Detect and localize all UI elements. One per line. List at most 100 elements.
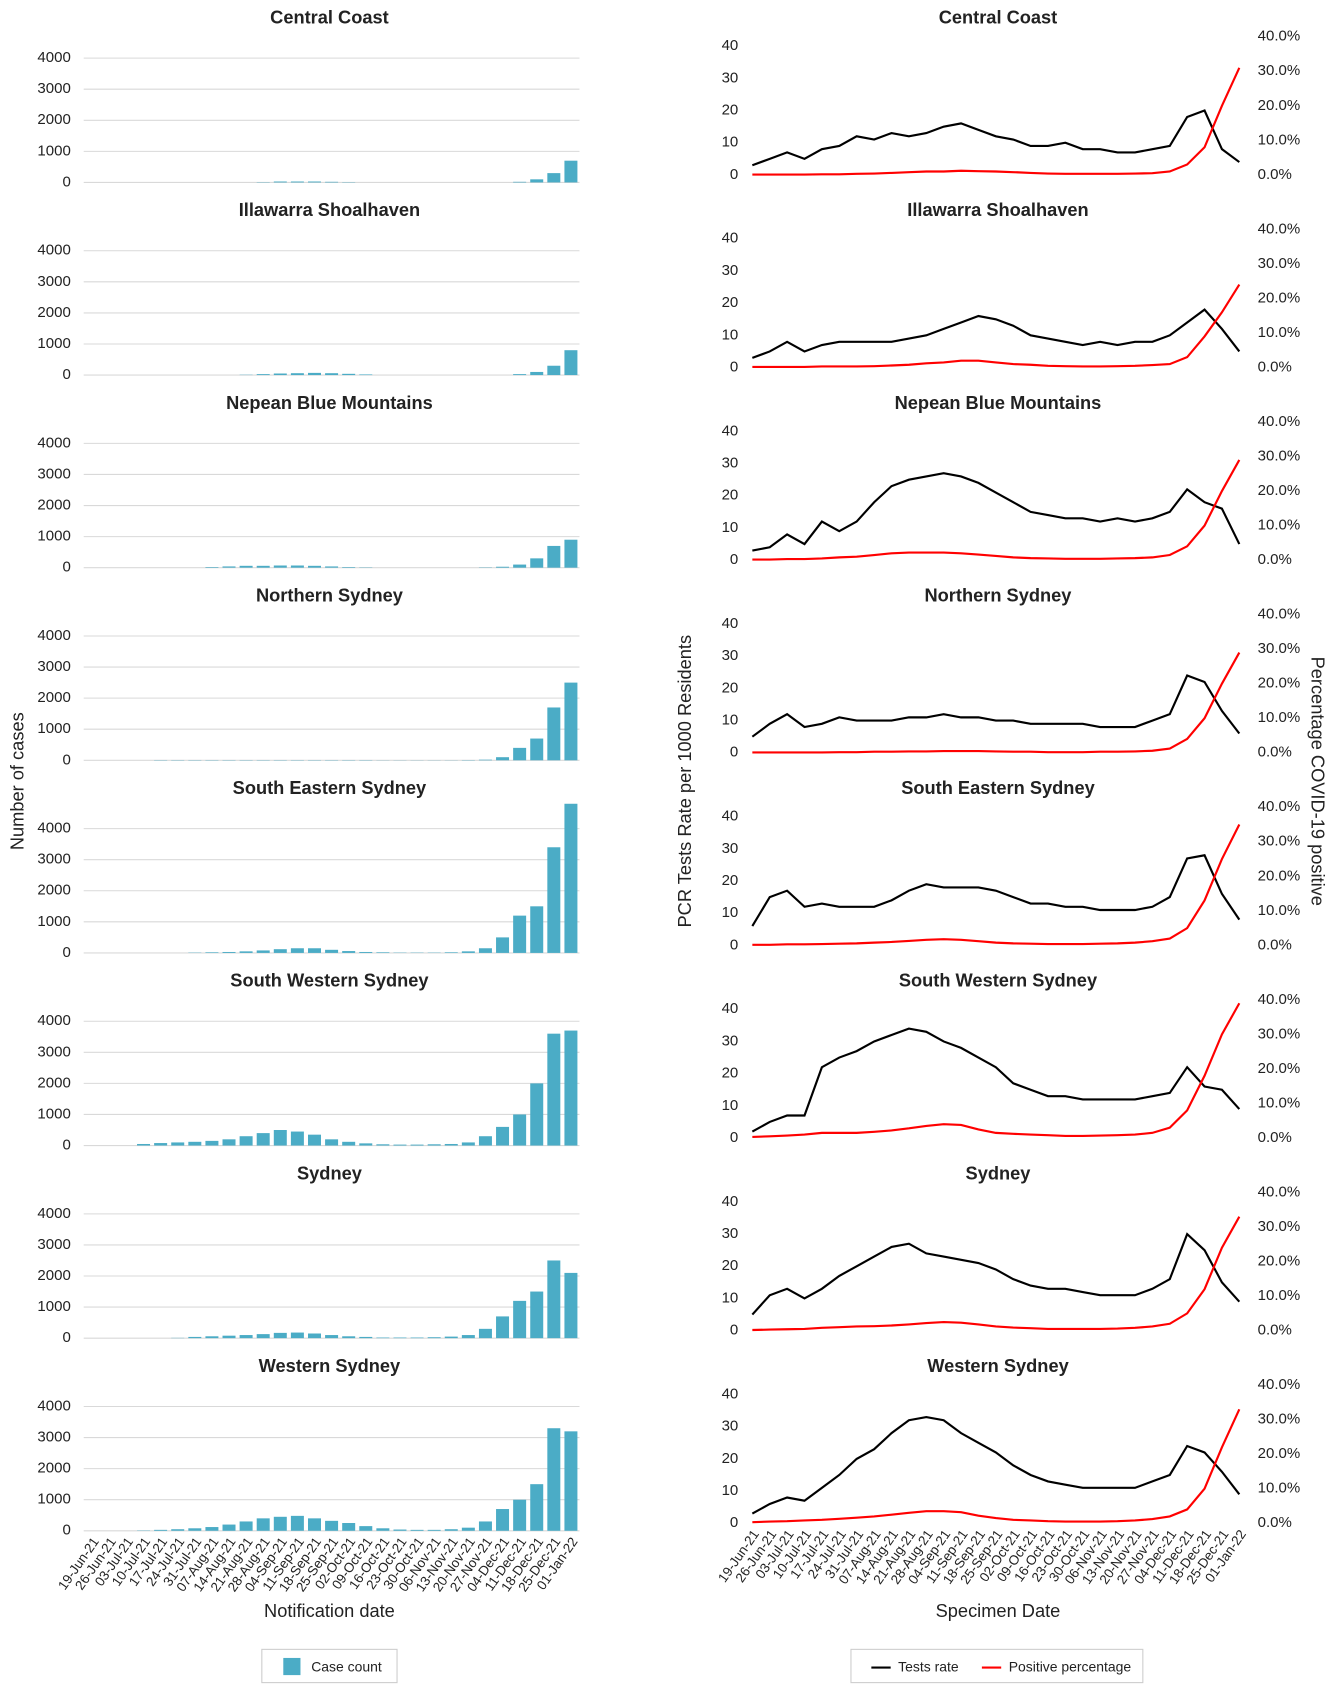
- bar: [496, 937, 510, 953]
- line-series: [752, 472, 1241, 552]
- bar: [359, 1143, 373, 1146]
- bar: [290, 948, 304, 953]
- bar: [547, 847, 561, 953]
- bar: [564, 1030, 578, 1146]
- bar: [376, 1144, 390, 1146]
- y-tick-label: 20: [722, 294, 739, 311]
- y-tick-label: 0: [62, 1137, 70, 1154]
- bar: [376, 952, 390, 953]
- bar: [461, 1527, 475, 1531]
- bar: [273, 1516, 287, 1531]
- y-tick-label: 10: [722, 326, 739, 343]
- bar: [342, 373, 356, 376]
- y-tick-label: 3000: [37, 1236, 70, 1253]
- bar: [239, 951, 253, 953]
- bar: [427, 1529, 441, 1531]
- bar: [273, 373, 287, 376]
- bar: [513, 1300, 527, 1339]
- bar: [205, 567, 219, 568]
- y-tick-label: 2000: [37, 1074, 70, 1091]
- bar: [530, 558, 544, 568]
- y-tick-label: 2000: [37, 689, 70, 706]
- y-tick-label: 20: [722, 1065, 739, 1082]
- y2-tick-label: 10.0%: [1258, 902, 1301, 919]
- y-tick-label: 2000: [37, 1460, 70, 1477]
- bar: [342, 1141, 356, 1146]
- panel-title: Nepean Blue Mountains: [895, 392, 1102, 413]
- y2-tick-label: 30.0%: [1258, 1025, 1301, 1042]
- panel-title: Northern Sydney: [256, 584, 404, 605]
- bar: [222, 1139, 236, 1146]
- bar: [478, 1328, 492, 1339]
- bar: [376, 1528, 390, 1531]
- y-tick-label: 40: [722, 37, 739, 54]
- y-tick-label: 0: [730, 166, 738, 183]
- bar: [427, 1337, 441, 1339]
- y2-tick-label: 30.0%: [1258, 447, 1301, 464]
- y-tick-label: 30: [722, 1418, 739, 1435]
- bar: [239, 1335, 253, 1339]
- bar: [513, 915, 527, 953]
- y-tick-label: 30: [722, 69, 739, 86]
- y-tick-label: 10: [722, 519, 739, 536]
- y-tick-label: 20: [722, 1450, 739, 1467]
- y-tick-label: 1000: [37, 528, 70, 545]
- bar: [205, 1336, 219, 1339]
- y2-tick-label: 10.0%: [1258, 1287, 1301, 1304]
- y2-tick-label: 40.0%: [1258, 1183, 1301, 1200]
- legend-label: Case count: [311, 1658, 382, 1674]
- legend-label: Tests rate: [898, 1658, 959, 1674]
- y-tick-label: 0: [62, 751, 70, 768]
- line-series: [751, 1232, 1241, 1316]
- panel-title: Illawarra Shoalhaven: [239, 199, 420, 220]
- panel-title: South Eastern Sydney: [901, 777, 1095, 798]
- bar: [307, 1333, 321, 1339]
- y2-tick-label: 10.0%: [1258, 1480, 1301, 1497]
- y2-tick-label: 0.0%: [1258, 359, 1292, 376]
- bar: [273, 565, 287, 568]
- y-tick-label: 40: [722, 808, 739, 825]
- y2-tick-label: 10.0%: [1258, 131, 1301, 148]
- bar: [222, 951, 236, 953]
- bar: [325, 566, 339, 568]
- y-tick-label: 10: [722, 904, 739, 921]
- y-tick-label: 20: [722, 679, 739, 696]
- panel-title: Nepean Blue Mountains: [226, 392, 433, 413]
- y2-tick-label: 40.0%: [1258, 413, 1301, 430]
- bar: [547, 1428, 561, 1531]
- bar: [547, 1260, 561, 1339]
- panel-title: Illawarra Shoalhaven: [907, 199, 1088, 220]
- bar: [547, 365, 561, 376]
- y-tick-label: 1000: [37, 1105, 70, 1122]
- y2-tick-label: 40.0%: [1258, 606, 1301, 623]
- bar: [564, 350, 578, 376]
- panel-title: Central Coast: [270, 7, 389, 28]
- panel-title: South Eastern Sydney: [233, 777, 427, 798]
- line-series: [751, 109, 1240, 167]
- y-tick-label: 0: [62, 559, 70, 576]
- y2-tick-label: 30.0%: [1258, 1218, 1301, 1235]
- legend-box: [850, 1648, 1144, 1684]
- bar: [530, 738, 544, 761]
- bar: [393, 1144, 407, 1146]
- y-tick-label: 1000: [37, 1491, 70, 1508]
- y-tick-label: 0: [730, 1514, 738, 1531]
- y-tick-label: 40: [722, 1000, 739, 1017]
- y-tick-label: 0: [62, 1329, 70, 1346]
- bar: [444, 1336, 458, 1339]
- y-tick-label: 0: [730, 359, 738, 376]
- y-tick-label: 0: [62, 173, 70, 190]
- panel-title: Western Sydney: [259, 1355, 401, 1376]
- y2-tick-label: 0.0%: [1258, 1514, 1292, 1531]
- line-series: [752, 652, 1241, 754]
- y-tick-label: 10: [722, 1482, 739, 1499]
- legend-swatch: [283, 1657, 301, 1676]
- bar: [188, 1141, 202, 1146]
- bar: [496, 1316, 510, 1339]
- y-tick-label: 2000: [37, 882, 70, 899]
- y-tick-label: 20: [722, 1257, 739, 1274]
- y-tick-label: 1000: [37, 1298, 70, 1315]
- y2-tick-label: 0.0%: [1258, 166, 1292, 183]
- y-tick-label: 3000: [37, 1043, 70, 1060]
- y2-tick-label: 20.0%: [1258, 1445, 1301, 1462]
